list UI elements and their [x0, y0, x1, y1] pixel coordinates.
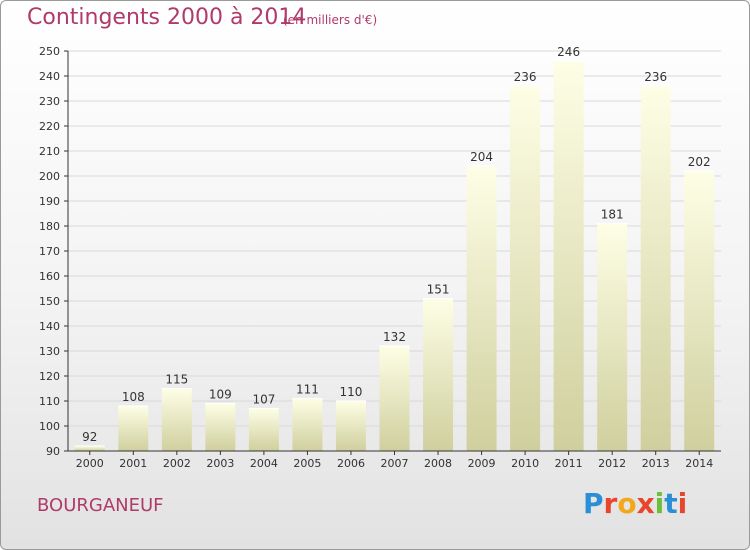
- bar-2010: [510, 86, 541, 451]
- y-tick-label: 150: [39, 295, 60, 308]
- chart-subtitle: (en milliers d'€): [283, 13, 378, 27]
- y-tick-label: 200: [39, 170, 60, 183]
- y-tick-label: 180: [39, 220, 60, 233]
- data-labels: 92 108 115 109 107 111 110 132 151 204 236 246 181 23…: [82, 45, 711, 444]
- bar-2012: [597, 223, 628, 451]
- data-label: 115: [165, 373, 188, 387]
- data-label: 108: [122, 390, 145, 404]
- data-label: 107: [252, 393, 275, 407]
- x-tick-label: 2014: [685, 457, 713, 470]
- data-label: 204: [470, 150, 493, 164]
- x-tick-label: 2008: [424, 457, 452, 470]
- logo-letter: x: [636, 487, 655, 520]
- bars: [74, 60, 715, 451]
- y-tick-label: 230: [39, 95, 60, 108]
- x-tick-label: 2003: [206, 457, 234, 470]
- data-label: 202: [688, 155, 711, 169]
- bar-2002: [161, 388, 192, 451]
- x-tick-label: 2002: [163, 457, 191, 470]
- data-label: 109: [209, 388, 232, 402]
- bar-2009: [466, 166, 497, 451]
- axes: 90 100 110 120 130 140 150 160 170 180 190 200 210 22…: [39, 45, 721, 470]
- data-label: 92: [82, 430, 97, 444]
- commune-name: BOURGANEUF: [37, 495, 164, 516]
- chart-title: Contingents 2000 à 2014: [27, 5, 307, 30]
- y-tick-label: 100: [39, 420, 60, 433]
- y-tick-label: 120: [39, 370, 60, 383]
- logo-letter: P: [583, 487, 604, 520]
- y-tick-label: 140: [39, 320, 60, 333]
- data-label: 132: [383, 330, 406, 344]
- y-tick-label: 220: [39, 120, 60, 133]
- logo-letter: o: [617, 487, 637, 520]
- x-tick-label: 2001: [119, 457, 147, 470]
- logo-letter: t: [664, 487, 678, 520]
- bar-2000: [74, 446, 105, 451]
- x-tick-label: 2012: [598, 457, 626, 470]
- y-tick-label: 190: [39, 195, 60, 208]
- data-label: 236: [644, 70, 667, 84]
- bar-2005: [292, 398, 323, 451]
- bar-2013: [640, 86, 671, 451]
- x-tick-label: 2011: [555, 457, 583, 470]
- bar-2001: [118, 406, 149, 451]
- proxiti-logo[interactable]: Proxiti: [583, 487, 687, 520]
- x-tick-label: 2007: [381, 457, 409, 470]
- y-tick-label: 170: [39, 245, 60, 258]
- y-tick-label: 240: [39, 70, 60, 83]
- logo-letter: r: [603, 487, 618, 520]
- logo-letter: i: [654, 487, 665, 520]
- x-tick-label: 2006: [337, 457, 365, 470]
- x-tick-label: 2004: [250, 457, 278, 470]
- x-tick-label: 2000: [76, 457, 104, 470]
- data-label: 151: [427, 283, 450, 297]
- logo-letter: i: [677, 487, 688, 520]
- y-tick-label: 250: [39, 45, 60, 58]
- x-tick-label: 2010: [511, 457, 539, 470]
- y-tick-label: 210: [39, 145, 60, 158]
- y-tick-label: 160: [39, 270, 60, 283]
- bar-2006: [335, 401, 366, 451]
- y-tick-label: 90: [46, 445, 60, 458]
- data-label: 111: [296, 383, 319, 397]
- bar-2004: [248, 408, 279, 451]
- data-label: 181: [601, 208, 624, 222]
- bar-2003: [205, 403, 236, 451]
- bar-2011: [553, 61, 584, 451]
- bar-2008: [423, 298, 454, 451]
- data-label: 110: [340, 385, 363, 399]
- data-label: 236: [514, 70, 537, 84]
- y-tick-label: 130: [39, 345, 60, 358]
- x-tick-label: 2009: [468, 457, 496, 470]
- x-tick-label: 2005: [293, 457, 321, 470]
- y-tick-label: 110: [39, 395, 60, 408]
- data-label: 246: [557, 45, 580, 59]
- bar-2007: [379, 346, 410, 451]
- bar-2014: [684, 171, 715, 451]
- x-tick-label: 2013: [642, 457, 670, 470]
